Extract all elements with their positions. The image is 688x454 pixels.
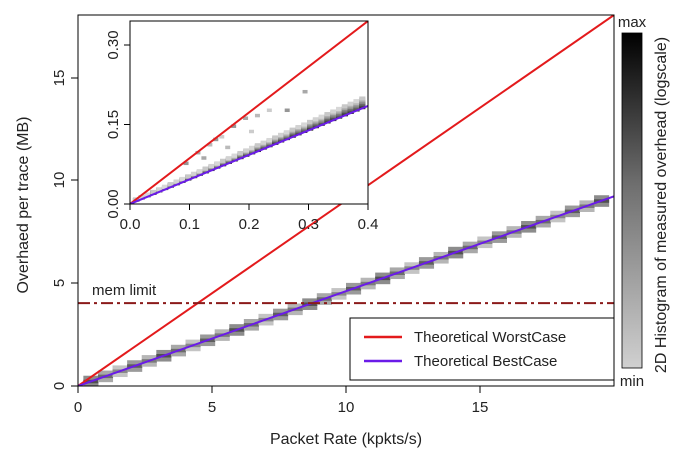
inset-plot: 0.0 0.1 0.2 0.3 0.4 0.00 0.15 0.30 bbox=[105, 20, 379, 233]
x-tick-label: 5 bbox=[208, 399, 216, 416]
histogram-cell bbox=[214, 161, 221, 166]
x-axis-title: Packet Rate (kpkts/s) bbox=[270, 431, 422, 448]
legend-label-best: Theoretical BestCase bbox=[414, 353, 557, 370]
histogram-cell bbox=[207, 143, 213, 147]
histogram-cell bbox=[185, 174, 192, 179]
histogram-cell bbox=[179, 176, 186, 182]
inset-x-tick-label: 0.4 bbox=[358, 216, 379, 233]
inset-x-tick-label: 0.2 bbox=[239, 216, 260, 233]
histogram-cell bbox=[243, 116, 249, 120]
histogram-cell bbox=[173, 179, 180, 184]
histogram-cell bbox=[219, 158, 227, 163]
x-tick-label: 15 bbox=[472, 399, 489, 416]
histogram-cell bbox=[225, 156, 232, 161]
y-tick-label: 0 bbox=[51, 382, 68, 390]
inset-x-tick-label: 0.1 bbox=[179, 216, 200, 233]
histogram-cell bbox=[190, 171, 198, 176]
inset-x-tick-label: 0.3 bbox=[298, 216, 319, 233]
histogram-cell bbox=[254, 113, 260, 118]
histogram-cell bbox=[302, 89, 308, 94]
histogram-cell bbox=[254, 143, 262, 148]
y-tick-label: 15 bbox=[51, 70, 68, 87]
histogram-cell bbox=[183, 161, 189, 166]
inset-y-tick-label: 0.30 bbox=[105, 30, 122, 59]
histogram-cell bbox=[336, 106, 343, 111]
histogram-cell bbox=[301, 122, 308, 127]
series-line bbox=[130, 21, 368, 204]
legend: Theoretical WorstCase Theoretical BestCa… bbox=[349, 317, 615, 381]
histogram-cell bbox=[213, 137, 219, 142]
inset-y-axis: 0.00 0.15 0.30 bbox=[105, 30, 130, 219]
histogram-cell bbox=[353, 99, 360, 104]
y-tick-label: 5 bbox=[51, 279, 68, 287]
histogram-cell bbox=[249, 129, 254, 134]
histogram-cell bbox=[278, 132, 285, 137]
inset-x-axis: 0.0 0.1 0.2 0.3 0.4 bbox=[120, 204, 379, 233]
legend-box bbox=[349, 317, 615, 381]
histogram-cell bbox=[347, 101, 354, 106]
histogram-cell bbox=[289, 127, 296, 132]
y-axis: 0 5 10 15 Overhaed per trace (MB) bbox=[15, 70, 79, 390]
histogram-cell bbox=[284, 108, 290, 113]
histogram-cell bbox=[208, 163, 215, 169]
colorbar-max-label: max bbox=[618, 14, 647, 31]
histogram-cell bbox=[202, 166, 209, 171]
histogram-cell bbox=[283, 130, 291, 135]
histogram-cell bbox=[225, 145, 231, 150]
inset-lines bbox=[130, 21, 368, 204]
histogram-cell bbox=[156, 187, 163, 192]
histogram-cell bbox=[260, 140, 267, 145]
histogram-cell bbox=[219, 135, 225, 139]
histogram-cell bbox=[138, 195, 145, 200]
histogram-cell bbox=[237, 150, 244, 156]
histogram-cell bbox=[231, 124, 237, 128]
colorbar-title: 2D Histogram of measured overhead (logsc… bbox=[653, 37, 670, 373]
histogram-cell bbox=[201, 156, 207, 160]
histogram-cell bbox=[295, 125, 302, 130]
histogram-cell bbox=[359, 96, 366, 101]
x-axis: 0 5 10 15 Packet Rate (kpkts/s) bbox=[74, 385, 489, 448]
histogram-cell bbox=[341, 104, 349, 109]
histogram-cell bbox=[167, 182, 174, 187]
colorbar-gradient bbox=[621, 32, 643, 369]
colorbar-min-label: min bbox=[620, 373, 644, 390]
colorbar: max min 2D Histogram of measured overhea… bbox=[618, 14, 670, 390]
histogram-cell bbox=[272, 135, 279, 140]
mem-limit-label: mem limit bbox=[92, 282, 157, 299]
histogram-cell bbox=[312, 117, 320, 122]
histogram-cell bbox=[249, 145, 256, 150]
x-tick-label: 0 bbox=[74, 399, 82, 416]
y-axis-title: Overhaed per trace (MB) bbox=[15, 117, 32, 294]
histogram-cell bbox=[266, 137, 273, 143]
histogram-cell bbox=[231, 153, 238, 158]
histogram-cell bbox=[150, 189, 157, 194]
histogram-cell bbox=[196, 169, 203, 174]
histogram-cell bbox=[307, 119, 314, 124]
histogram-cell bbox=[144, 192, 151, 197]
histogram-cell bbox=[266, 108, 272, 113]
histogram-cell bbox=[243, 148, 250, 153]
inset-histogram bbox=[132, 89, 366, 202]
inset-y-tick-label: 0.15 bbox=[105, 110, 122, 139]
series-line bbox=[130, 104, 368, 204]
histogram-cell bbox=[161, 184, 169, 189]
inset-x-tick-label: 0.0 bbox=[120, 216, 141, 233]
legend-label-worst: Theoretical WorstCase bbox=[414, 329, 566, 346]
histogram-cell bbox=[330, 109, 337, 114]
series-line bbox=[78, 195, 614, 386]
inset-y-tick-label: 0.00 bbox=[105, 189, 122, 218]
histogram-cell bbox=[324, 112, 331, 117]
histogram-cell bbox=[318, 114, 325, 119]
x-tick-label: 10 bbox=[338, 399, 355, 416]
y-tick-label: 10 bbox=[51, 172, 68, 189]
